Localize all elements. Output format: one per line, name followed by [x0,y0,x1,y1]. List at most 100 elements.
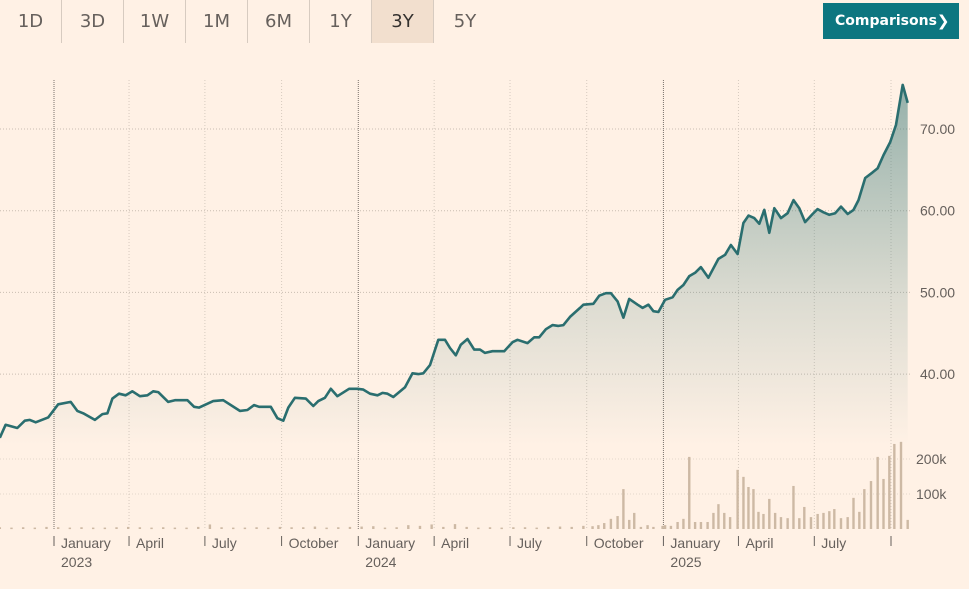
volume-bar [337,527,340,529]
volume-bar [442,526,445,529]
volume-bar [453,524,457,529]
volume-tick-label: 200k [916,451,947,467]
volume-bar [512,527,515,529]
volume-bar [742,476,745,529]
volume-bar [103,527,107,530]
volume-bar [68,527,72,530]
volume-bar [833,509,836,529]
x-year-label: 2023 [61,554,92,570]
volume-bar [882,478,885,529]
volume-bar [676,522,679,529]
volume-bar [91,527,95,530]
volume-bar [858,511,861,529]
volume-bar [773,512,777,529]
volume-bar [728,517,732,529]
x-year-label: 2025 [670,554,701,570]
volume-bar [0,527,2,529]
volume-bar [56,527,60,529]
volume-bar [899,441,903,529]
volume-bar [523,527,527,529]
volume-tick-label: 100k [916,486,947,502]
volume-bar [597,525,600,529]
volume-bar [663,525,667,529]
comparisons-button[interactable]: Comparisons ❯ [823,3,959,39]
volume-bar [185,527,188,530]
volume-bar [616,516,619,529]
volume-bar [779,517,783,529]
y-tick-label: 70.00 [920,121,955,137]
volume-bar [809,517,813,529]
volume-bar [712,512,715,529]
volume-bar [33,527,37,530]
range-button-1d[interactable]: 1D [0,0,62,43]
volume-bar [852,497,855,529]
volume-bar [267,527,270,530]
volume-bar [278,526,282,529]
price-line [0,83,909,439]
volume-bar [723,512,726,529]
volume-bar [372,526,375,529]
volume-bar [465,526,468,529]
volume-bar [547,526,550,529]
chevron-right-icon: ❯ [936,12,950,30]
volume-bar [888,455,891,529]
volume-bar [688,456,691,529]
range-button-3d[interactable]: 3D [62,0,124,43]
volume-bar [197,526,200,529]
volume-bar [762,513,765,529]
volume-bar [45,526,48,529]
x-year-label: 2024 [365,554,396,570]
x-tick-label: July [821,535,846,551]
volume-bar [798,518,801,529]
volume-bar [876,456,879,529]
x-tick-label: April [136,535,164,551]
volume-bar [232,527,235,530]
volume-bar [115,527,118,529]
volume-bar [639,526,643,529]
volume-bar [290,527,293,529]
volume-bar [646,525,649,529]
range-selector: 1D 3D 1W 1M 6M 1Y 3Y 5Y [0,0,496,43]
volume-bar [839,518,843,529]
range-button-1y[interactable]: 1Y [310,0,372,43]
volume-bar [325,527,328,530]
volume-bar [500,527,503,530]
volume-bar [661,525,664,529]
x-tick-label: January [61,535,111,551]
volume-bar [706,522,709,529]
volume-bar [816,513,819,529]
volume-bar [846,517,849,529]
volume-bar [395,527,398,529]
volume-bar [477,527,480,530]
volume-bar [682,518,685,529]
volume-bar [126,526,130,529]
volume-bar [863,489,866,529]
volume-bar [348,526,352,529]
volume-bar [633,512,636,529]
volume-bar [162,527,165,529]
volume-bar [302,527,305,529]
volume-bar [173,527,177,530]
range-button-1w[interactable]: 1W [124,0,186,43]
volume-bar [535,527,538,530]
volume-bar [609,518,613,529]
range-button-3y[interactable]: 3Y [372,0,434,43]
volume-bar [768,498,771,529]
volume-bar [558,526,562,529]
range-button-6m[interactable]: 6M [248,0,310,43]
volume-bar [736,469,739,529]
range-button-1m[interactable]: 1M [186,0,248,43]
volume-bar [582,525,585,529]
x-tick-label: October [594,535,644,551]
volume-bar [717,504,720,529]
volume-bar [360,526,363,529]
volume-bar [906,519,909,529]
volume-bar [803,506,806,529]
x-tick-label: July [517,535,542,551]
volume-bar [828,511,831,529]
volume-bar [591,526,594,529]
volume-bar [138,527,142,529]
volume-bar [430,524,433,529]
range-button-5y[interactable]: 5Y [453,11,477,32]
